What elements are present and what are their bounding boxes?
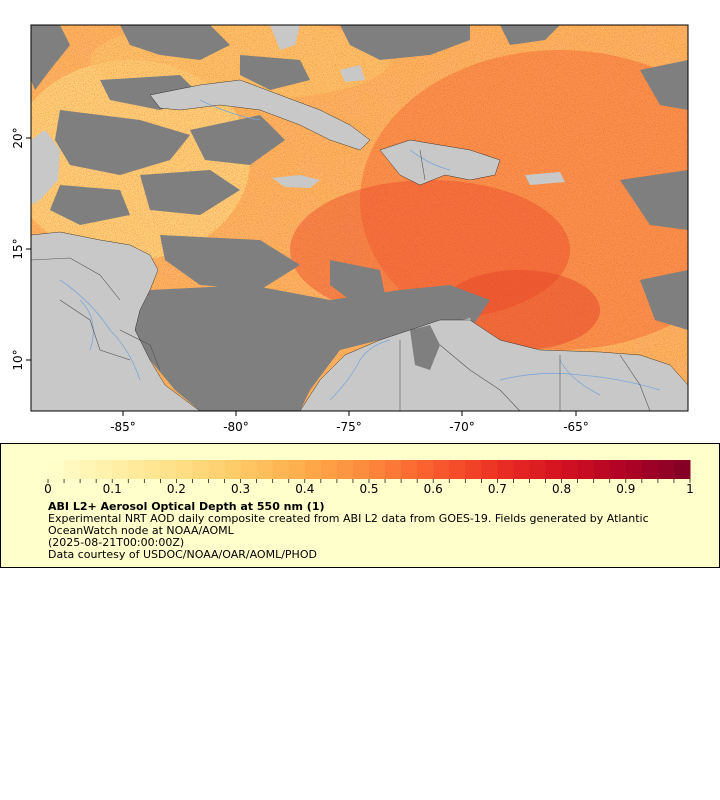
legend-panel: 0 0.1 0.2 0.3 0.4 0.5 0.6 0.7 0.8 0.9 1 ABI L2+ Ae…	[0, 443, 720, 568]
colorbar-ticks: 0 0.1 0.2 0.3 0.4 0.5 0.6 0.7 0.8 0.9 1	[44, 479, 694, 496]
colorbar-cell	[192, 460, 209, 479]
x-tick-label: -85°	[110, 420, 136, 434]
colorbar-cell	[497, 460, 514, 479]
colorbar-cell	[336, 460, 354, 479]
map-area	[31, 25, 688, 411]
x-axis: -85° -80° -75° -70° -65°	[110, 411, 589, 434]
colorbar-tick-label: 0.9	[616, 482, 635, 496]
x-tick-label: -65°	[563, 420, 589, 434]
map-border	[30, 24, 689, 412]
colorbar-cell	[80, 460, 97, 479]
colorbar-cell	[272, 460, 290, 479]
colorbar-cell	[352, 460, 370, 479]
colorbar-cell	[657, 460, 675, 479]
colorbar-tick-label: 0	[44, 482, 52, 496]
colorbar-cell	[369, 460, 386, 479]
colorbar-cell	[529, 460, 547, 479]
colorbar-cell	[128, 460, 145, 479]
colorbar-cell	[641, 460, 659, 479]
colorbar-cell	[256, 460, 274, 479]
x-tick-label: -70°	[449, 420, 475, 434]
colorbar-cell	[625, 460, 643, 479]
colorbar-cell	[96, 460, 113, 479]
y-axis: 20° 15° 10°	[11, 127, 31, 371]
colorbar-cell	[449, 460, 466, 479]
colorbar-cell	[513, 460, 530, 479]
colorbar-cell	[385, 460, 402, 479]
country-borders	[31, 149, 651, 411]
colorbar-cell	[240, 460, 258, 479]
colorbar-cell	[545, 460, 563, 479]
x-tick-label: -80°	[223, 420, 249, 434]
colorbar-cell	[673, 460, 691, 479]
colorbar-cell	[64, 460, 81, 479]
legend-title: ABI L2+ Aerosol Optical Depth at 550 nm …	[48, 500, 325, 513]
y-tick-label: 10°	[11, 349, 25, 370]
legend-description: Experimental NRT AOD daily composite cre…	[48, 512, 649, 537]
y-tick-label: 20°	[11, 127, 25, 148]
colorbar-cell	[417, 460, 434, 479]
colorbar-cell	[224, 460, 242, 479]
colorbar-cell	[577, 460, 595, 479]
colorbar-cell	[593, 460, 611, 479]
colorbar-tick-label: 0.7	[488, 482, 507, 496]
colorbar-tick-label: 0.6	[424, 482, 443, 496]
map-panel: -85° -80° -75° -70° -65° 20° 15° 10°	[11, 24, 689, 434]
colorbar-cell	[481, 460, 498, 479]
colorbar-cell	[48, 460, 65, 479]
colorbar-tick-label: 0.1	[103, 482, 122, 496]
colorbar-cell	[320, 460, 338, 479]
colorbar-tick-label: 1	[686, 482, 694, 496]
colorbar-cell	[465, 460, 482, 479]
colorbar-tick-label: 0.2	[167, 482, 186, 496]
colorbar-tick-label: 0.4	[295, 482, 314, 496]
colorbar-cell	[288, 460, 306, 479]
colorbar-cell	[208, 460, 226, 479]
x-tick-label: -75°	[336, 420, 362, 434]
colorbar-cell	[112, 460, 129, 479]
y-tick-label: 15°	[11, 238, 25, 259]
colorbar-cell	[304, 460, 322, 479]
colorbar-cell	[176, 460, 193, 479]
colorbar-cell	[160, 460, 177, 479]
colorbar-tick-label: 0.8	[552, 482, 571, 496]
colorbar-tick-label: 0.5	[359, 482, 378, 496]
colorbar-cell	[401, 460, 418, 479]
land-areas	[31, 25, 688, 411]
colorbar-cell	[561, 460, 579, 479]
legend-text-block: ABI L2+ Aerosol Optical Depth at 550 nm …	[48, 501, 688, 561]
colorbar-cell	[609, 460, 627, 479]
legend-credit: Data courtesy of USDOC/NOAA/OAR/AOML/PHO…	[48, 548, 317, 561]
colorbar	[48, 460, 691, 479]
colorbar-cell	[433, 460, 450, 479]
colorbar-tick-label: 0.3	[231, 482, 250, 496]
rivers	[59, 99, 661, 401]
no-data-areas	[31, 25, 688, 411]
colorbar-cell	[144, 460, 161, 479]
coastline	[31, 79, 688, 411]
legend-date: (2025-08-21T00:00:00Z)	[48, 536, 185, 549]
